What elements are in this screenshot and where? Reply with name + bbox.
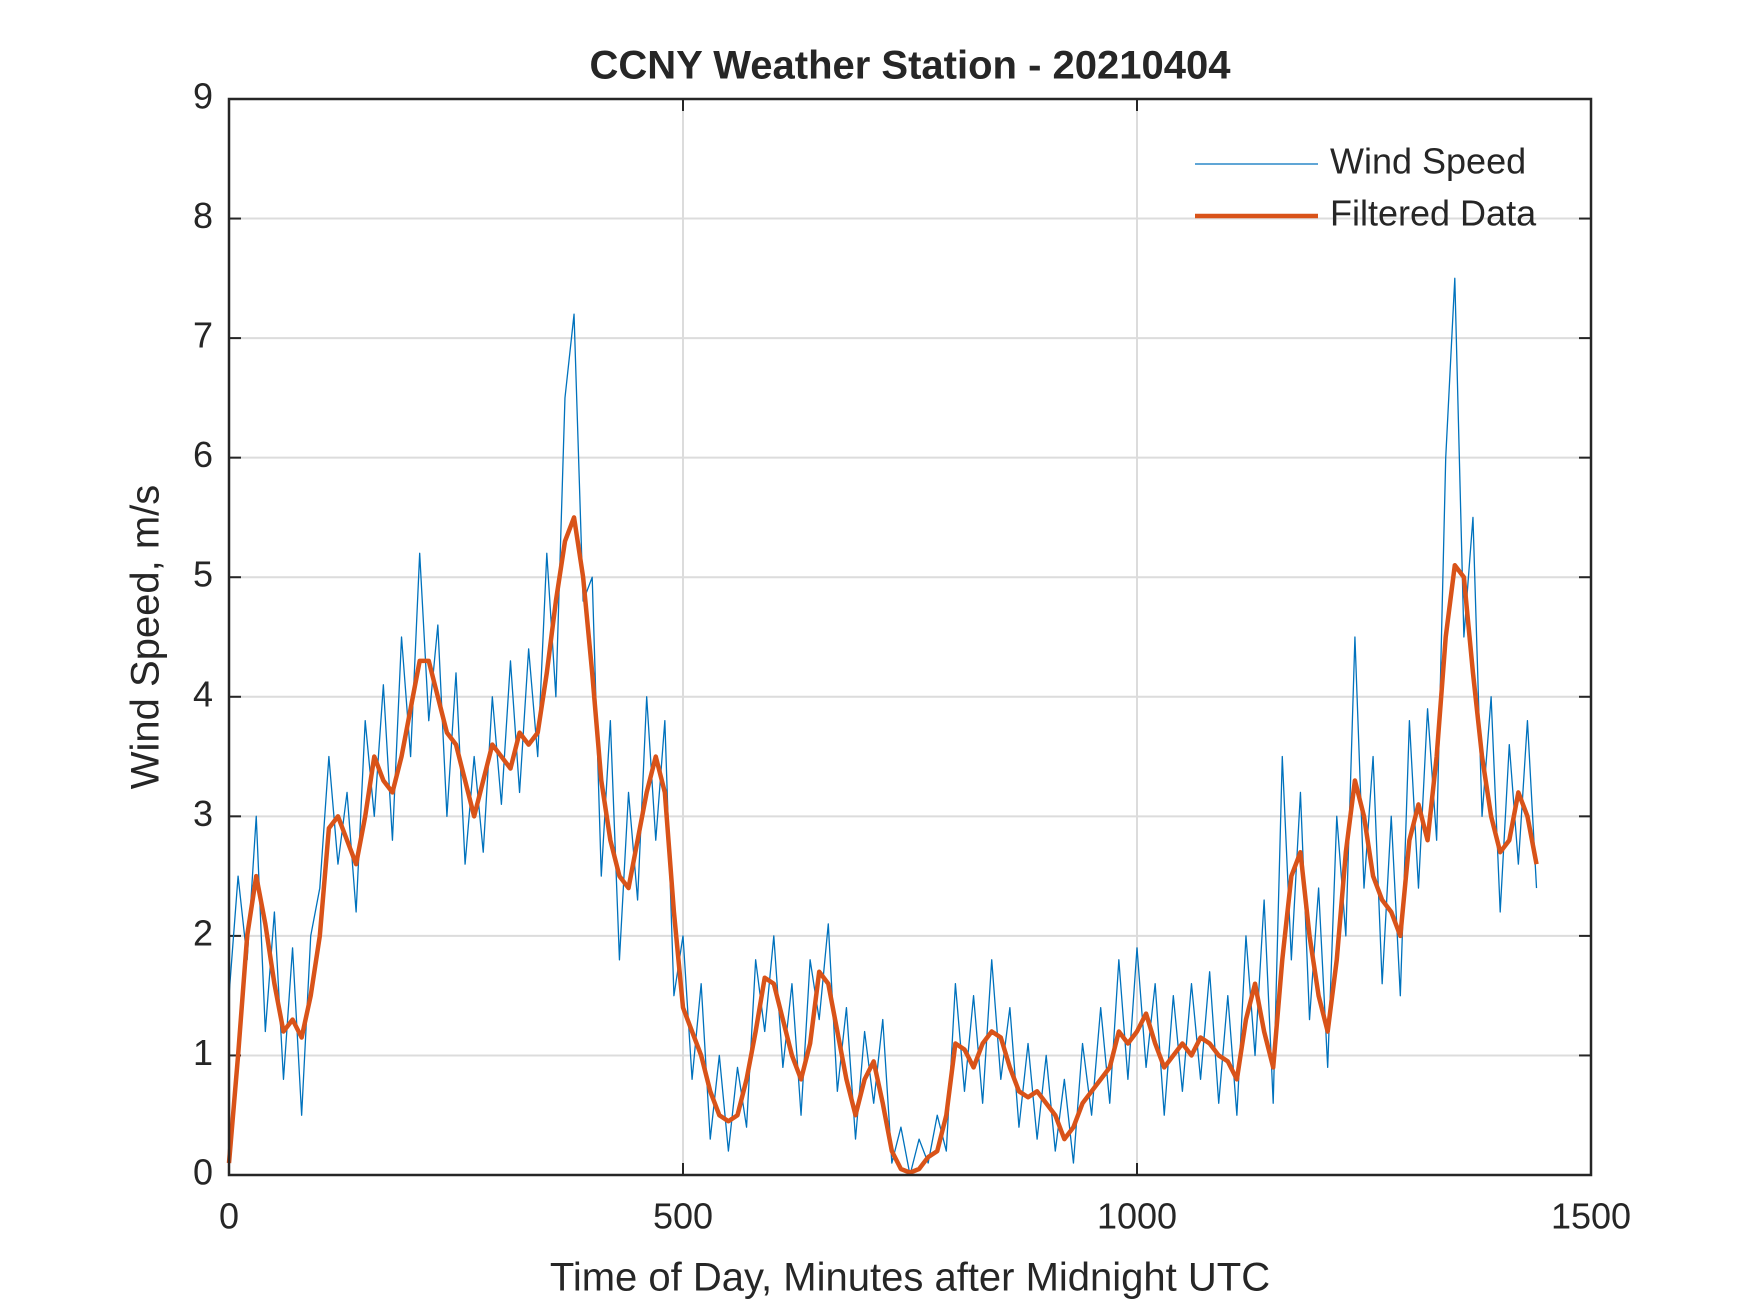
legend-label: Wind Speed: [1330, 141, 1526, 182]
y-tick-label: 3: [193, 793, 213, 834]
y-tick-label: 2: [193, 912, 213, 953]
y-tick-label: 0: [193, 1152, 213, 1193]
legend-label: Filtered Data: [1330, 193, 1537, 234]
y-tick-label: 9: [193, 76, 213, 117]
y-axis-label: Wind Speed, m/s: [124, 485, 168, 790]
plot-frame: [227, 97, 1593, 1177]
y-tick-label: 1: [193, 1032, 213, 1073]
x-axis-label: Time of Day, Minutes after Midnight UTC: [550, 1256, 1270, 1300]
x-tick-label: 500: [653, 1196, 713, 1237]
y-tick-label: 6: [193, 434, 213, 475]
y-tick-label: 8: [193, 195, 213, 236]
data-line: [226, 515, 1539, 1175]
data-line: [228, 277, 1538, 1176]
x-tick-label: 1000: [1097, 1196, 1177, 1237]
x-tick-label: 0: [219, 1196, 239, 1237]
y-tick-label: 7: [193, 315, 213, 356]
y-tick-label: 5: [193, 554, 213, 595]
y-tick-label: 4: [193, 673, 213, 714]
chart-title: CCNY Weather Station - 20210404: [590, 44, 1232, 88]
x-tick-label: 1500: [1551, 1196, 1631, 1237]
